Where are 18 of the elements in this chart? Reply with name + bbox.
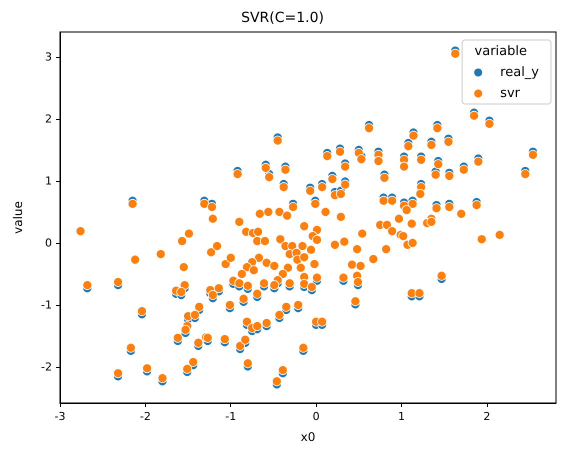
x-axis-title: x0	[300, 430, 316, 444]
y-tick-label: 1	[45, 174, 52, 188]
legend-label: svr	[500, 86, 521, 101]
y-tick-label: 2	[45, 112, 52, 126]
chart-title: SVR(C=1.0)	[241, 10, 324, 26]
y-axis-title: value	[11, 201, 25, 234]
x-tick-label: -1	[225, 410, 236, 423]
x-tick-label: 0	[312, 410, 320, 423]
legend-title: variable	[474, 44, 528, 59]
y-tick-label: 3	[45, 50, 52, 64]
y-tick-label: -2	[41, 360, 52, 374]
x-tick-label: -3	[54, 410, 66, 423]
legend-label: real_y	[500, 65, 540, 80]
x-tick-label: 2	[483, 410, 490, 423]
y-tick-label: 0	[45, 236, 52, 250]
x-tick-label: -2	[140, 410, 151, 423]
y-tick-label: -1	[41, 298, 52, 312]
x-tick-label: 1	[398, 410, 405, 423]
